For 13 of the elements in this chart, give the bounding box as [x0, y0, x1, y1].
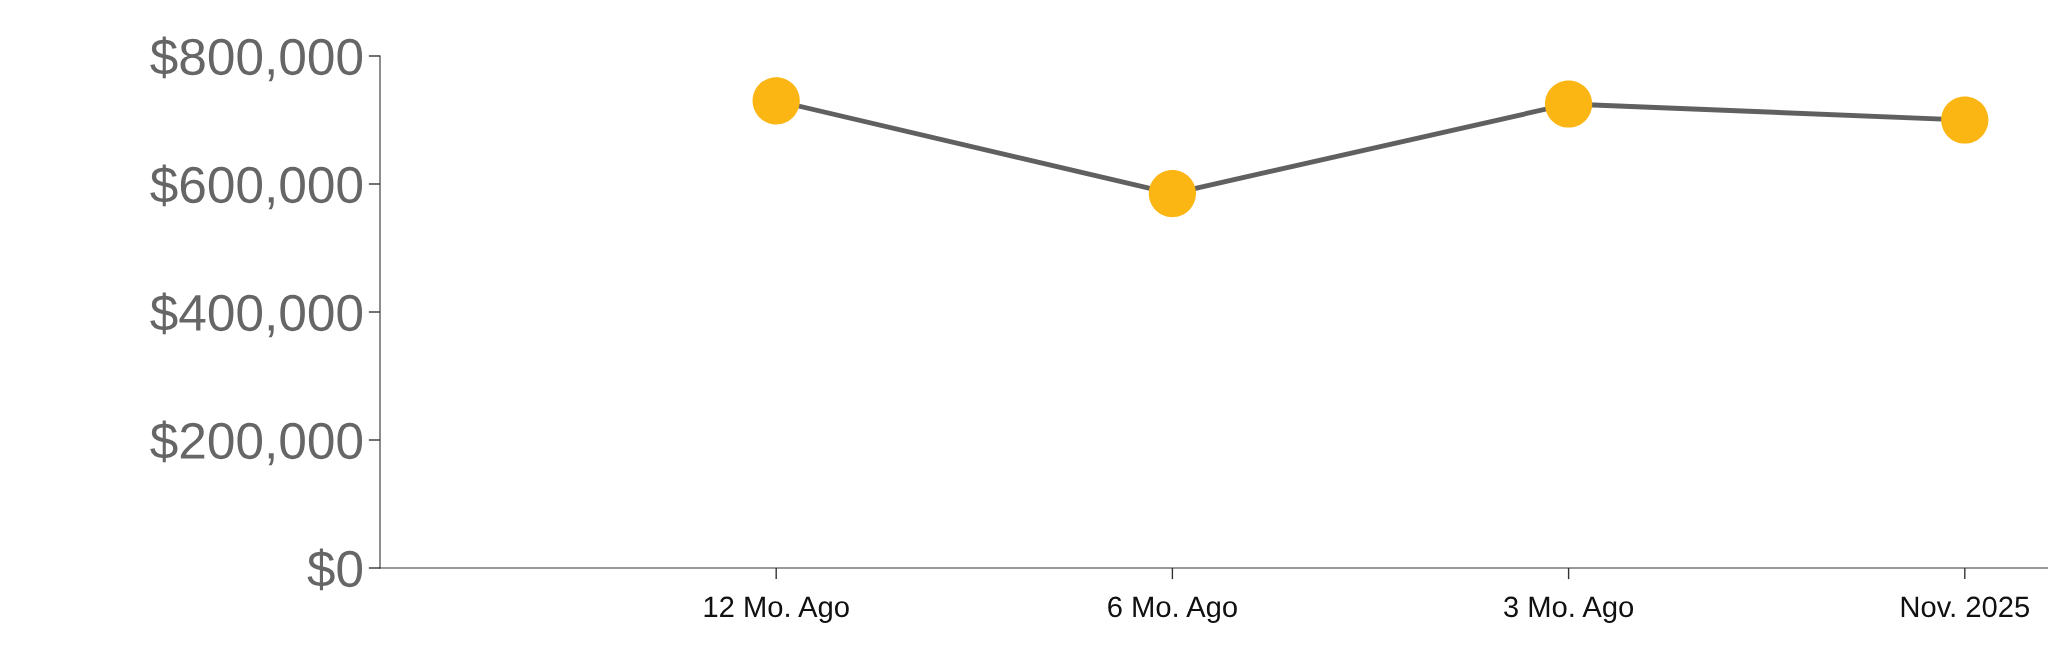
point: [752, 77, 800, 125]
y-tick-label: $800,000: [150, 36, 363, 82]
x-tick-label: 3 Mo. Ago: [1504, 596, 1634, 623]
y-tick-label: $600,000: [150, 164, 363, 210]
point: [1941, 96, 1989, 144]
point: [1544, 80, 1593, 128]
x-tick-label: 6 Mo. Ago: [1108, 596, 1237, 623]
y-tick-label: $200,000: [150, 420, 363, 466]
x-tick-label: 12 Mo. Ago: [704, 596, 849, 623]
y-tick-label: $400,000: [150, 292, 363, 338]
point: [1148, 169, 1197, 218]
x-tick-label: Nov. 2025: [1901, 596, 2029, 618]
y-tick-label: $0: [307, 548, 363, 591]
